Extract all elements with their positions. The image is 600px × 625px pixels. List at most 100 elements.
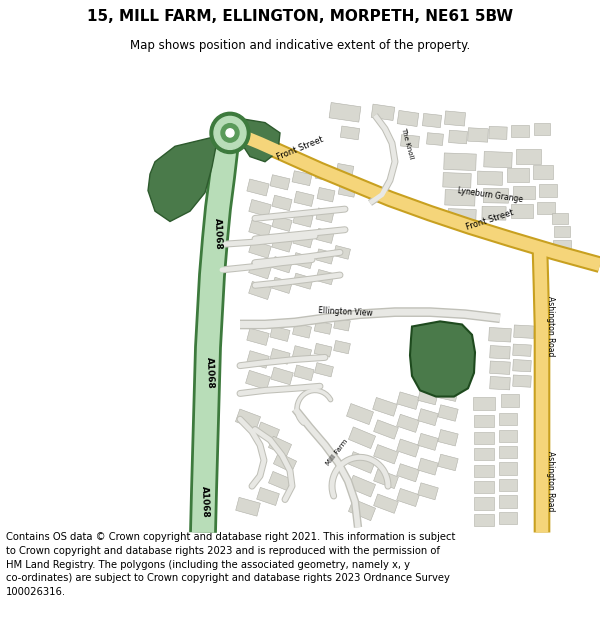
- Bar: [247, 179, 269, 196]
- Bar: [371, 104, 395, 121]
- Bar: [474, 415, 494, 428]
- Bar: [338, 184, 356, 198]
- Bar: [374, 494, 398, 513]
- Bar: [236, 498, 260, 516]
- Bar: [292, 323, 311, 338]
- Bar: [438, 386, 458, 401]
- Text: A1068: A1068: [213, 217, 223, 250]
- Bar: [490, 376, 511, 390]
- Bar: [449, 130, 467, 144]
- Bar: [473, 397, 495, 411]
- Bar: [315, 167, 333, 181]
- Text: Ellington View: Ellington View: [317, 306, 373, 318]
- Bar: [270, 349, 290, 364]
- Bar: [401, 135, 419, 148]
- Bar: [293, 212, 313, 227]
- Bar: [513, 186, 535, 199]
- Bar: [554, 226, 570, 238]
- Bar: [553, 240, 571, 252]
- Bar: [272, 278, 292, 294]
- Bar: [316, 208, 334, 222]
- Circle shape: [210, 112, 250, 154]
- Bar: [445, 189, 475, 206]
- Bar: [235, 409, 260, 429]
- Bar: [511, 204, 533, 218]
- Bar: [514, 325, 535, 338]
- Bar: [245, 371, 271, 390]
- Bar: [438, 454, 458, 471]
- Bar: [499, 413, 517, 426]
- Bar: [474, 481, 494, 493]
- Bar: [397, 488, 419, 506]
- Bar: [248, 241, 271, 258]
- Bar: [249, 199, 271, 217]
- Bar: [484, 188, 509, 203]
- Bar: [349, 476, 376, 497]
- Bar: [445, 111, 466, 126]
- Circle shape: [226, 129, 234, 137]
- Polygon shape: [240, 119, 280, 162]
- Bar: [482, 206, 506, 220]
- Bar: [316, 228, 334, 243]
- Bar: [418, 388, 438, 405]
- Bar: [374, 420, 398, 439]
- Bar: [397, 414, 419, 432]
- Text: Map shows position and indicative extent of the property.: Map shows position and indicative extent…: [130, 39, 470, 52]
- Bar: [539, 184, 557, 197]
- Text: A1068: A1068: [205, 357, 215, 389]
- Bar: [537, 202, 555, 214]
- Bar: [293, 232, 313, 248]
- Bar: [499, 496, 517, 508]
- Bar: [317, 188, 335, 202]
- Bar: [397, 111, 419, 126]
- Bar: [374, 444, 398, 464]
- Bar: [314, 362, 334, 377]
- Bar: [484, 151, 512, 168]
- Bar: [334, 246, 350, 259]
- Bar: [534, 122, 550, 135]
- Bar: [340, 126, 359, 140]
- Bar: [373, 398, 397, 416]
- Bar: [256, 422, 280, 441]
- Bar: [444, 153, 476, 171]
- Bar: [247, 328, 269, 346]
- Bar: [268, 436, 292, 456]
- Bar: [349, 499, 376, 521]
- Bar: [270, 326, 290, 341]
- Bar: [513, 344, 531, 356]
- Bar: [418, 409, 439, 426]
- Bar: [272, 236, 292, 252]
- Bar: [349, 427, 376, 449]
- Bar: [374, 469, 398, 489]
- Text: Lyneburn Grange: Lyneburn Grange: [457, 186, 523, 204]
- Bar: [501, 394, 519, 408]
- Bar: [268, 471, 292, 491]
- Bar: [397, 439, 419, 457]
- Bar: [292, 171, 312, 186]
- Bar: [314, 343, 332, 357]
- Circle shape: [221, 124, 239, 142]
- Text: Front Street: Front Street: [275, 135, 325, 162]
- Text: A1068: A1068: [200, 486, 210, 518]
- Bar: [272, 216, 292, 231]
- Bar: [499, 446, 517, 458]
- Bar: [422, 113, 442, 128]
- Bar: [477, 171, 503, 186]
- Bar: [418, 433, 439, 451]
- Bar: [438, 429, 458, 446]
- Bar: [490, 361, 511, 374]
- Text: 15, MILL FARM, ELLINGTON, MORPETH, NE61 5BW: 15, MILL FARM, ELLINGTON, MORPETH, NE61 …: [87, 9, 513, 24]
- Bar: [499, 479, 517, 491]
- Bar: [248, 281, 271, 299]
- Text: The Knoll: The Knoll: [400, 127, 414, 159]
- Bar: [316, 249, 334, 264]
- Bar: [316, 269, 334, 285]
- Bar: [248, 261, 271, 279]
- Polygon shape: [410, 321, 475, 396]
- Bar: [336, 164, 354, 176]
- Bar: [474, 514, 494, 526]
- Bar: [272, 257, 292, 273]
- Bar: [347, 404, 373, 424]
- Bar: [293, 253, 313, 269]
- Bar: [438, 405, 458, 421]
